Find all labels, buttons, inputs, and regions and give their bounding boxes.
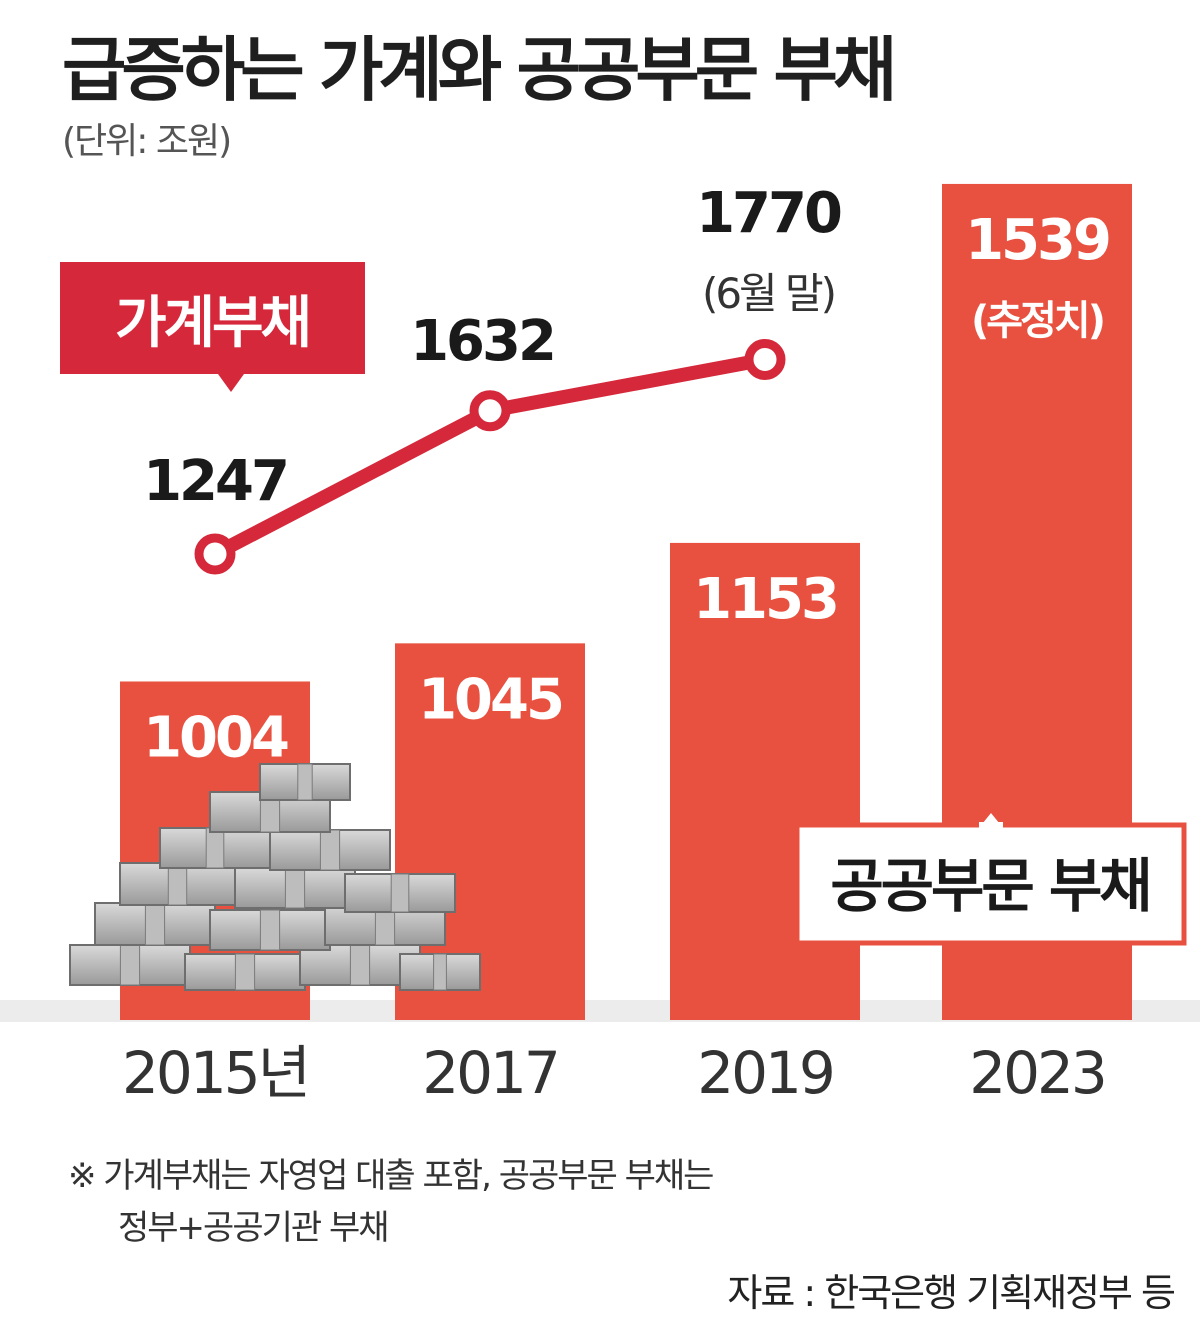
- chart-title: 급증하는 가계와 공공부문 부채: [62, 29, 897, 111]
- line-value-label-2: 1770: [696, 181, 841, 246]
- legend-label-public: 공공부문 부채: [830, 852, 1149, 920]
- bar-value-label-2: 1153: [693, 567, 837, 632]
- line-value-note-2: (6월 말): [702, 269, 834, 318]
- x-tick-1: 2017: [422, 1039, 558, 1107]
- money-band-10: [205, 827, 225, 869]
- bar-value-note-3: (추정치): [971, 298, 1103, 344]
- legend-box-household: [60, 262, 365, 374]
- money-band-3: [433, 953, 447, 991]
- data-label-group: 1004 1045 1153 1539 (추정치) 1247 1632 1770 (6월 말): [143, 181, 1112, 770]
- legend-box-public: [794, 822, 1187, 946]
- footnote-line-2: 정부+공공기관 부채: [118, 1208, 390, 1248]
- money-band-7: [167, 862, 188, 906]
- money-band-4: [144, 902, 166, 946]
- line-series: [194, 338, 786, 575]
- x-tick-2: 2019: [697, 1039, 833, 1107]
- legend-label-household: 가계부채: [115, 291, 309, 356]
- line-value-label-1: 1632: [410, 309, 554, 374]
- x-tick-3: 2023: [969, 1039, 1105, 1107]
- money-band-8: [284, 867, 306, 909]
- money-band-0: [119, 944, 141, 986]
- money-band-1: [234, 953, 256, 991]
- money-band-11: [319, 829, 341, 871]
- legend-pointer-household: [218, 374, 244, 392]
- bar-value-label-3: 1539: [965, 208, 1109, 273]
- source-note: 자료 : 한국은행 기획재정부 등: [727, 1271, 1176, 1315]
- x-axis-ticks: 2015년 2017 2019 2023: [122, 1039, 1108, 1107]
- line-point-1: [469, 390, 511, 432]
- line-point-2: [744, 338, 786, 380]
- legend-pointer-mask: [979, 822, 1003, 829]
- x-tick-0: 2015년: [122, 1039, 308, 1107]
- footnote-line-1: ※ 가계부채는 자영업 대출 포함, 공공부문 부채는: [68, 1156, 714, 1196]
- money-stack-illustration: [69, 763, 481, 991]
- line-point-0: [194, 533, 236, 575]
- money-band-13: [297, 763, 313, 801]
- bar-value-label-0: 1004: [143, 705, 288, 770]
- money-band-5: [259, 909, 281, 951]
- money-band-9: [390, 873, 410, 913]
- money-band-2: [349, 944, 371, 986]
- line-value-label-0: 1247: [143, 449, 287, 514]
- bar-value-label-1: 1045: [418, 667, 562, 732]
- line-path: [208, 352, 772, 561]
- unit-label: (단위: 조원): [62, 121, 232, 162]
